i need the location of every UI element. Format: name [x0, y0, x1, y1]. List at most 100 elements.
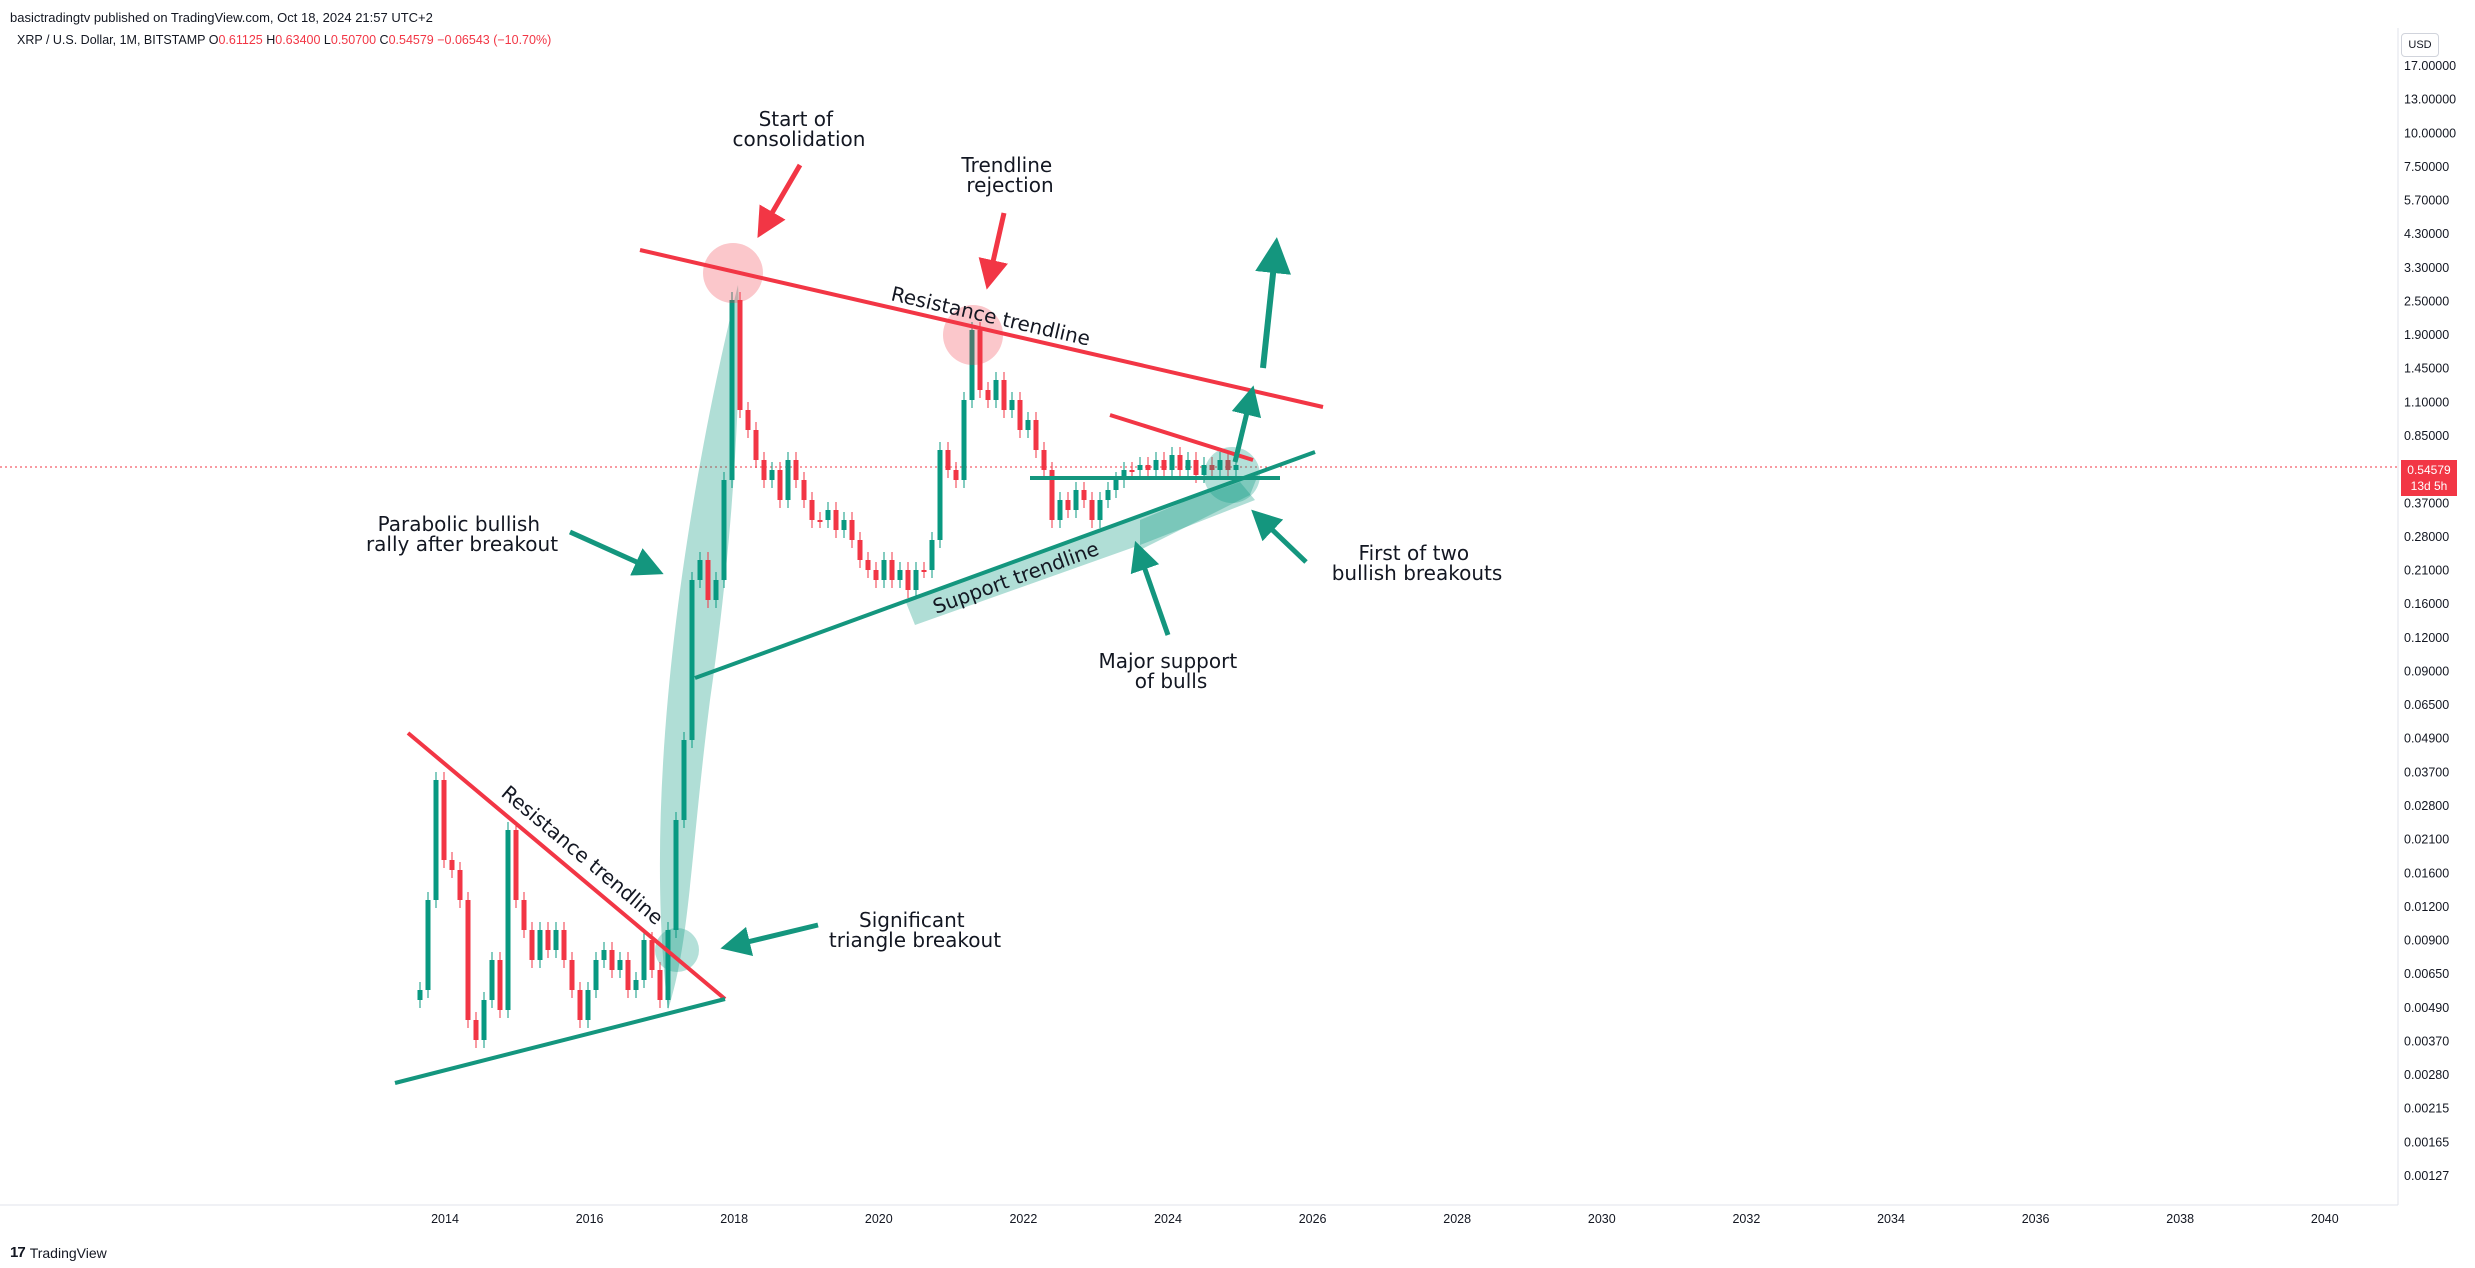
candle-body [921, 570, 927, 572]
last-price-tag: 0.54579 13d 5h [2401, 460, 2457, 496]
price-tick-label: 0.09000 [2404, 664, 2449, 678]
candle-body [1177, 455, 1183, 470]
candle-body [449, 860, 455, 870]
resistance-trendline-lower[interactable] [406, 731, 727, 1001]
candle-body [1225, 460, 1231, 470]
arrow-big-breakout [1255, 237, 1291, 369]
candle-body [1025, 420, 1031, 430]
candle-body [1081, 490, 1087, 500]
symbol-ohlc-legend: XRP / U.S. Dollar, 1M, BITSTAMP O0.61125… [17, 33, 551, 47]
price-tick-label: 0.00127 [2404, 1169, 2449, 1183]
price-tick-label: 1.10000 [2404, 395, 2449, 409]
label-first-breakout: First of two bullish breakouts [1332, 541, 1503, 585]
label-major-support: Major support of bulls [1098, 649, 1243, 693]
candle-body [545, 930, 551, 950]
candle-body [441, 780, 447, 860]
price-tick-label: 0.00490 [2404, 1001, 2449, 1015]
time-tick-label: 2040 [2311, 1212, 2339, 1226]
breakout-circle-2017 [655, 928, 699, 972]
candle-body [657, 970, 663, 1000]
arrow-start-consolidation [757, 163, 803, 238]
arrow-first-breakout [1251, 509, 1308, 564]
candle-body [993, 380, 999, 400]
support-trendline-lower[interactable] [394, 997, 726, 1085]
candle-body [1113, 480, 1119, 490]
bar-countdown: 13d 5h [2410, 479, 2448, 493]
candle-body [1017, 400, 1023, 430]
currency-button[interactable]: USD [2401, 33, 2439, 57]
candle-body [857, 540, 863, 560]
candle-body [761, 460, 767, 480]
candle-body [953, 470, 959, 480]
candle-body [505, 830, 511, 1010]
candle-body [1161, 460, 1167, 470]
candle-body [961, 400, 967, 480]
candle-body [785, 460, 791, 500]
candle-body [1209, 465, 1215, 470]
candle-body [649, 940, 655, 970]
candle-body [1193, 460, 1199, 475]
candle-body [825, 510, 831, 520]
arrow-major-support [1130, 540, 1171, 636]
candle-body [1145, 465, 1151, 470]
price-tick-label: 0.21000 [2404, 564, 2449, 578]
resistance-trendline-upper[interactable] [639, 248, 1324, 409]
candle-body [585, 990, 591, 1020]
price-tick-label: 10.00000 [2404, 126, 2456, 140]
candle-body [705, 560, 711, 600]
candle-body [865, 560, 871, 570]
price-tick-label: 0.00900 [2404, 934, 2449, 948]
candle-body [833, 510, 839, 530]
ohlc-close: C0.54579 [379, 33, 434, 47]
price-tick-label: 3.30000 [2404, 261, 2449, 275]
arrow-parabolic [568, 529, 664, 576]
candle-body [1153, 460, 1159, 470]
candle-body [1041, 450, 1047, 470]
price-axis[interactable]: 17.00000 13.00000 10.00000 7.50000 5.70000 4.… [2404, 59, 2456, 1183]
label-trendline-rejection: Trendline rejection [960, 153, 1058, 197]
arrow-trendline-rejection [978, 212, 1008, 290]
candle-body [1233, 465, 1239, 470]
candle-body [433, 780, 439, 900]
tradingview-footer[interactable]: 17 TradingView [10, 1244, 107, 1261]
candle-body [937, 450, 943, 540]
ohlc-high: H0.63400 [266, 33, 321, 47]
candle-body [841, 520, 847, 530]
candle-body [905, 570, 911, 590]
time-tick-label: 2016 [576, 1212, 604, 1226]
price-tick-label: 0.01200 [2404, 900, 2449, 914]
support-trendline[interactable] [694, 450, 1316, 680]
support-shaded-area-left [905, 482, 1255, 625]
top-circle-2021 [943, 305, 1003, 365]
candle-body [1033, 420, 1039, 450]
candle-body [1185, 460, 1191, 470]
candle-body [497, 960, 503, 1010]
candle-body [1137, 465, 1143, 470]
arrow-small-breakout [1231, 385, 1262, 463]
candle-body [577, 990, 583, 1020]
candle-body [425, 900, 431, 990]
time-tick-label: 2018 [720, 1212, 748, 1226]
ohlc-change: −0.06543 (−10.70%) [437, 33, 552, 47]
ohlc-open: O0.61125 [208, 33, 263, 47]
candle-body [985, 390, 991, 400]
price-tick-label: 0.00215 [2404, 1102, 2449, 1116]
price-tick-label: 0.28000 [2404, 530, 2449, 544]
time-tick-label: 2024 [1154, 1212, 1182, 1226]
candle-body [889, 560, 895, 580]
price-tick-label: 4.30000 [2404, 227, 2449, 241]
time-axis[interactable]: 2014 2016 2018 2020 2022 2024 2026 2028 2030 2032… [431, 1212, 2339, 1226]
symbol-name[interactable]: XRP / U.S. Dollar, 1M, BITSTAMP [17, 33, 206, 47]
candle-body [1057, 500, 1063, 520]
candle-body [777, 470, 783, 500]
time-tick-label: 2032 [1732, 1212, 1760, 1226]
candle-body [793, 460, 799, 480]
price-tick-label: 0.37000 [2404, 496, 2449, 510]
price-tick-label: 0.85000 [2404, 429, 2449, 443]
price-tick-label: 0.03700 [2404, 765, 2449, 779]
time-tick-label: 2026 [1299, 1212, 1327, 1226]
candle-body [1089, 500, 1095, 520]
small-resistance-line[interactable] [1109, 413, 1254, 462]
tradingview-logo-icon: 17 [10, 1244, 26, 1261]
